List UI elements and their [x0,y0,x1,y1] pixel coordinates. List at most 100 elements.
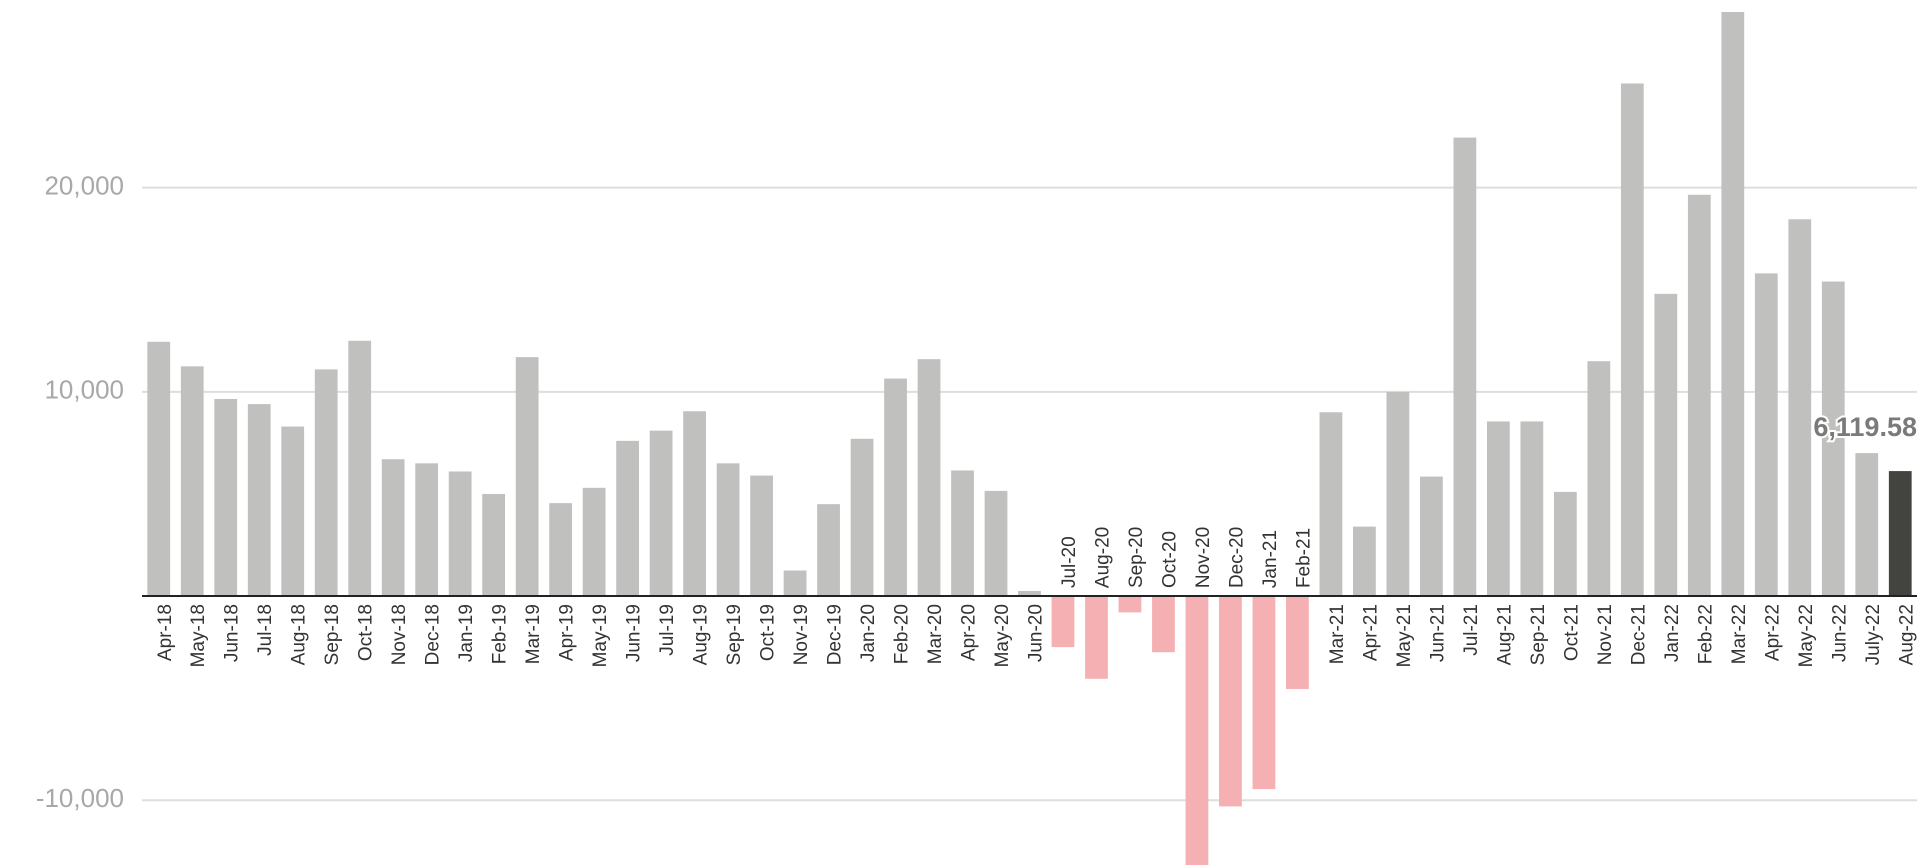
bar [683,411,706,597]
bar [1553,491,1577,597]
bar [247,404,271,597]
bar [716,463,740,597]
bar [582,487,606,597]
x-tick-label: Mar-22 [1729,604,1750,664]
bar [1654,293,1678,597]
bar [281,426,305,597]
bar [180,366,204,597]
data-label: 6,119.58 [1813,412,1917,442]
bar [1453,137,1477,597]
bar [1520,421,1544,597]
bar [381,459,405,597]
bar [1587,361,1611,597]
x-tick-label: Apr-21 [1360,604,1381,661]
x-tick-label: Aug-19 [691,604,712,665]
x-tick-label: Jul-20 [1059,536,1080,588]
x-tick-label: Jan-20 [858,604,879,662]
x-tick-label: Jul-19 [657,604,678,656]
x-tick-label: Mar-21 [1327,604,1348,664]
bar [783,570,807,597]
bar [817,504,840,597]
bar [850,438,874,597]
x-tick-label: Jan-19 [456,604,477,662]
x-tick-label: May-18 [188,604,209,667]
bar [1252,596,1276,790]
bar [1353,526,1376,597]
bar [1888,471,1912,597]
x-tick-label: Mar-20 [925,604,946,664]
x-tick-label: Nov-19 [791,604,812,665]
bar [1386,391,1410,597]
x-tick-label: Feb-20 [892,604,913,664]
bar [1051,596,1075,648]
x-tick-label: Nov-21 [1595,604,1616,665]
x-tick-label: Jun-22 [1829,604,1850,662]
bar [214,398,238,597]
bar [415,463,439,597]
x-tick-label: Jun-20 [1026,604,1047,662]
y-tick-label: 20,000 [44,170,124,200]
x-tick-label: Dec-21 [1628,604,1649,665]
bar [1687,194,1711,597]
bar [1018,590,1041,597]
x-tick-label: Feb-21 [1293,528,1314,588]
x-tick-label: Jun-18 [222,604,243,662]
x-tick-label: Dec-19 [825,604,846,665]
bar [1319,412,1343,597]
x-tick-label: Oct-21 [1561,604,1582,661]
x-tick-label: May-19 [590,604,611,667]
bar [482,493,506,597]
x-tick-label: Dec-20 [1226,527,1247,588]
x-tick-label: Jul-21 [1461,604,1482,656]
x-tick-label: July-22 [1863,604,1884,665]
x-tick-label: Oct-19 [758,604,779,661]
bar [1721,12,1745,597]
bar [1152,596,1175,653]
bar [951,470,974,597]
bar [448,471,472,597]
x-tick-label: Jun-21 [1427,604,1448,662]
bar [348,340,372,597]
bar [1085,596,1108,679]
bar [616,440,639,597]
bar [1855,453,1879,597]
x-tick-label: Sep-20 [1126,527,1147,588]
x-tick-label: Aug-21 [1494,604,1515,665]
x-tick-label: Apr-20 [959,604,980,661]
x-tick-label: Oct-20 [1159,531,1180,588]
x-tick-label: Dec-18 [423,604,444,665]
bar [1420,476,1443,597]
x-tick-label: Feb-19 [490,604,511,664]
x-tick-label: Nov-20 [1193,527,1214,588]
bar [147,341,171,597]
bar [1788,219,1812,597]
bar [314,369,338,597]
x-tick-label: Apr-19 [557,604,578,661]
bar [884,378,907,597]
x-tick-label: Jan-21 [1260,530,1281,588]
bar [1754,273,1778,597]
x-tick-label: Jan-22 [1662,604,1683,662]
x-tick-label: Apr-18 [155,604,176,661]
bar [1286,596,1309,689]
x-tick-label: Sep-19 [724,604,745,665]
bar [515,357,539,597]
x-tick-label: May-20 [992,604,1013,667]
bar [984,490,1008,597]
bar [1486,421,1510,597]
x-tick-label: Jul-18 [255,604,276,656]
bar [1185,596,1209,865]
bar [649,430,673,597]
bar [1821,281,1845,597]
x-tick-label: Mar-19 [523,604,544,664]
x-tick-label: Oct-18 [356,604,377,661]
bar [1118,596,1142,613]
x-tick-label: Jun-19 [624,604,645,662]
x-tick-label: Sep-21 [1528,604,1549,665]
bar [549,503,573,597]
x-tick-label: Aug-22 [1896,604,1917,665]
x-tick-label: May-22 [1796,604,1817,667]
x-tick-label: Apr-22 [1762,604,1783,661]
y-tick-label: 10,000 [44,375,124,405]
